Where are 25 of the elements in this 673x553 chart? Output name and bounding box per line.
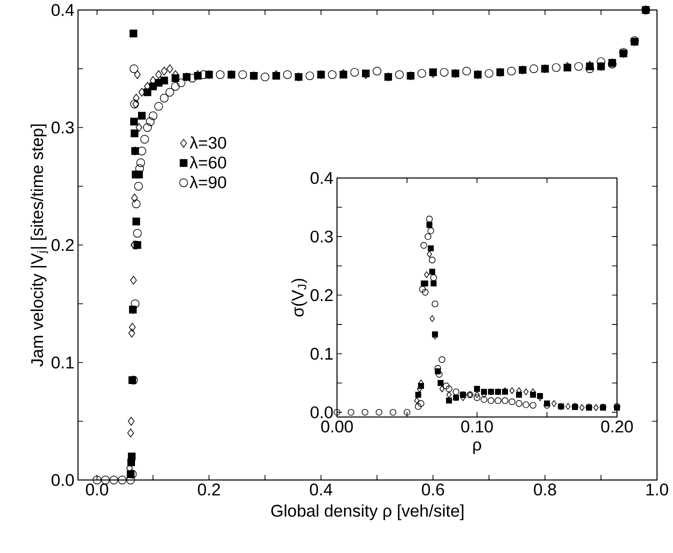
- y-tick-label: 0.2: [310, 289, 333, 302]
- y-tick-label: 0.1: [310, 348, 333, 360]
- legend-label: λ=90: [190, 176, 226, 188]
- y-tick-label: 0.1: [52, 356, 74, 368]
- x-tick-label: 0.00: [321, 420, 353, 433]
- y-axis-title: σ(V$_{J}$): [291, 278, 308, 317]
- y-tick-label: 0.3: [52, 122, 74, 134]
- y-tick-label: 0.4: [310, 172, 333, 184]
- x-tick-label: 0.20: [601, 420, 633, 433]
- x-axis-title: ρ: [473, 441, 482, 454]
- y-axis-title: Jam velocity |V$_{j}$| [sites/time step]: [30, 124, 48, 366]
- y-tick-label: 0.4: [52, 4, 74, 16]
- x-tick-label: 0.8: [534, 484, 556, 496]
- y-tick-label: 0.0: [310, 406, 333, 418]
- y-tick-label: 0.2: [52, 239, 74, 251]
- y-tick-label: 0.0: [52, 474, 74, 486]
- y-tick-label: 0.3: [310, 230, 333, 243]
- legend-label: λ=60: [190, 156, 226, 169]
- x-tick-label: 0.2: [198, 484, 220, 496]
- x-tick-label: 0.0: [86, 484, 108, 496]
- x-axis-title: Global density ρ [veh/site]: [271, 504, 464, 520]
- x-tick-label: 0.6: [422, 484, 444, 496]
- x-tick-label: 1.0: [646, 484, 668, 496]
- legend-label: λ=30: [190, 136, 226, 149]
- x-tick-label: 0.10: [461, 420, 493, 433]
